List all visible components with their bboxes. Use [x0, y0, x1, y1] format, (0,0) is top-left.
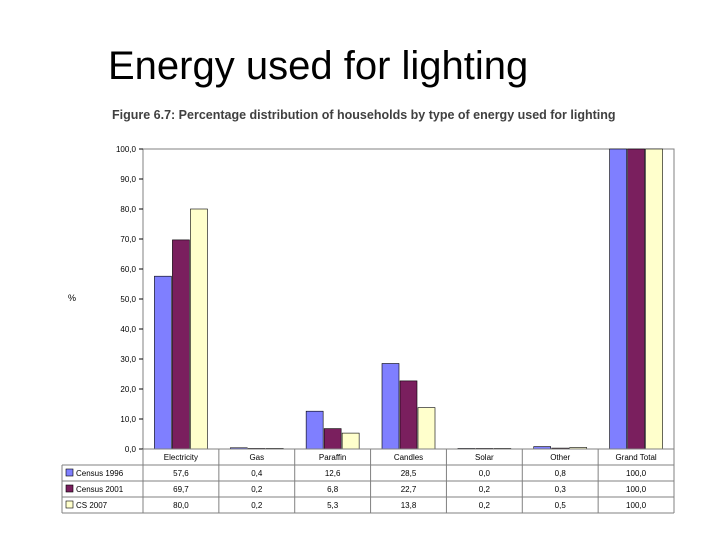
data-value-label: 80,0 [173, 501, 189, 510]
slide-title: Energy used for lighting [108, 44, 529, 88]
y-tick-label: 60,0 [120, 265, 136, 274]
data-value-label: 28,5 [401, 469, 417, 478]
bar [399, 380, 418, 450]
data-value-label: 100,0 [626, 469, 647, 478]
data-value-label: 0,5 [555, 501, 567, 510]
bar [417, 407, 436, 450]
bar [172, 239, 190, 450]
category-label: Solar [475, 453, 494, 462]
legend-label: Census 2001 [76, 485, 124, 494]
y-tick-label: 80,0 [120, 205, 136, 214]
y-tick-label: 90,0 [120, 175, 136, 184]
y-tick-label: 50,0 [120, 295, 136, 304]
y-axis-label: % [68, 293, 76, 303]
bar [323, 428, 342, 450]
data-value-label: 0,8 [555, 469, 567, 478]
data-value-label: 0,3 [555, 485, 567, 494]
category-label: Electricity [164, 453, 198, 462]
data-value-label: 12,6 [325, 469, 341, 478]
category-label: Grand Total [615, 453, 656, 462]
data-value-label: 5,3 [327, 501, 339, 510]
category-label: Paraffin [319, 453, 346, 462]
category-label: Other [550, 453, 570, 462]
y-tick-label: 30,0 [120, 355, 136, 364]
bar [627, 148, 645, 450]
bar [190, 208, 208, 450]
legend-label: CS 2007 [76, 501, 108, 510]
data-value-label: 57,6 [173, 469, 189, 478]
bar [154, 275, 172, 450]
data-value-label: 0,2 [251, 501, 263, 510]
y-tick-label: 0,0 [125, 445, 137, 454]
y-tick-label: 70,0 [120, 235, 136, 244]
data-value-label: 0,4 [251, 469, 263, 478]
category-label: Candles [394, 453, 423, 462]
data-value-label: 6,8 [327, 485, 339, 494]
data-value-label: 100,0 [626, 485, 647, 494]
data-value-label: 0,2 [251, 485, 263, 494]
data-value-label: 0,2 [479, 501, 491, 510]
legend-swatch [65, 500, 74, 509]
data-value-label: 0,2 [479, 485, 491, 494]
legend-swatch [65, 468, 74, 477]
data-value-label: 22,7 [401, 485, 417, 494]
data-value-label: 0,0 [479, 469, 491, 478]
bar [645, 148, 663, 450]
bar [609, 148, 627, 450]
y-tick-label: 20,0 [120, 385, 136, 394]
bar [341, 432, 360, 450]
y-tick-label: 100,0 [116, 145, 137, 154]
legend-swatch [65, 484, 74, 493]
data-value-label: 100,0 [626, 501, 647, 510]
data-value-label: 69,7 [173, 485, 189, 494]
legend-label: Census 1996 [76, 469, 124, 478]
figure-title: Figure 6.7: Percentage distribution of h… [112, 108, 616, 122]
category-label: Gas [249, 453, 264, 462]
y-tick-label: 10,0 [120, 415, 136, 424]
bar [381, 363, 400, 450]
y-tick-label: 40,0 [120, 325, 136, 334]
data-value-label: 13,8 [401, 501, 417, 510]
bar [305, 410, 324, 450]
